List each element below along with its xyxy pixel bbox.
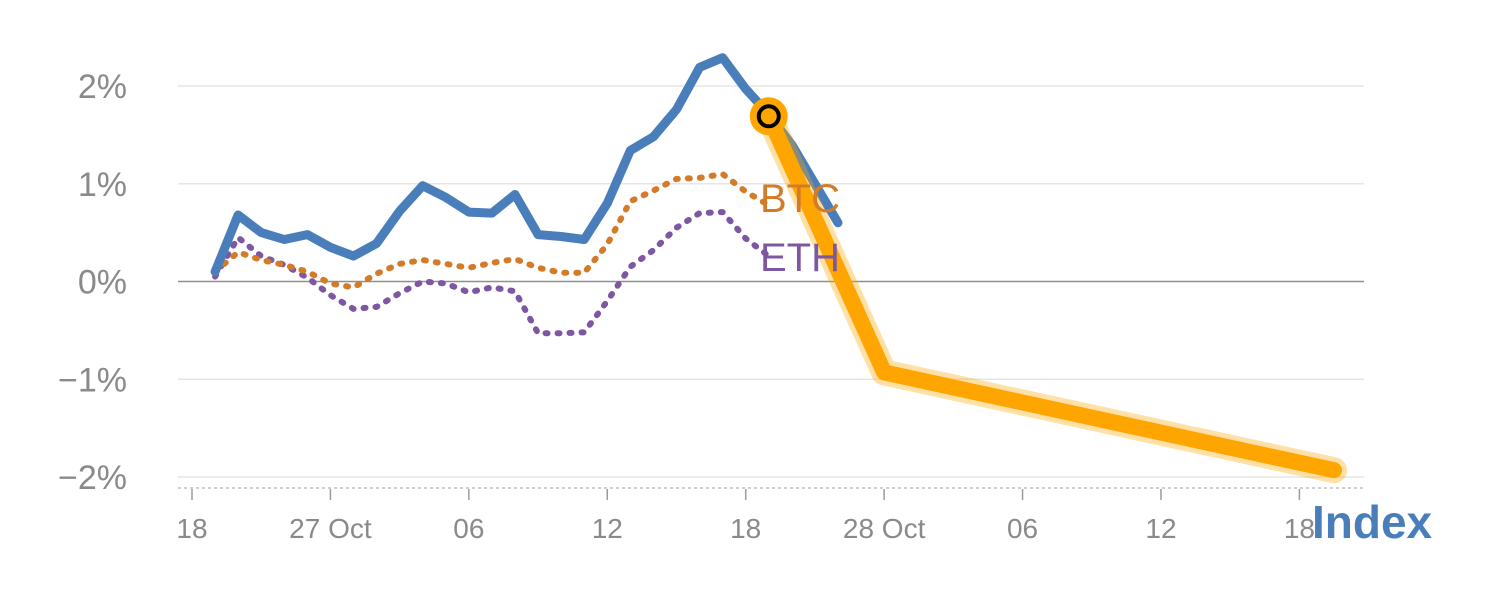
x-tick-label: 18: [730, 513, 761, 544]
x-tick-label: 18: [1284, 513, 1315, 544]
marker-point: [756, 104, 781, 129]
x-tick-label: 12: [1145, 513, 1176, 544]
y-tick-label: 1%: [78, 166, 127, 204]
y-tick-label: −2%: [58, 459, 127, 497]
x-tick-label: 06: [1007, 513, 1038, 544]
grid-layer: 2% 1% 0% −1% −2% 18 27 Oct 06 12 18 28 Oct 06 12 18: [58, 68, 1364, 544]
eth-series-line: [212, 209, 772, 337]
btc-series-line: [212, 171, 772, 291]
label-layer: BTC ETH Index: [760, 177, 1433, 548]
x-tick-label: 12: [592, 513, 623, 544]
y-tick-label: 2%: [78, 68, 127, 106]
btc-series-label: BTC: [760, 177, 840, 221]
x-tick-label: 06: [453, 513, 484, 544]
index-series-line: [210, 53, 843, 277]
x-tick-label: 18: [176, 513, 207, 544]
y-tick-label: −1%: [58, 361, 127, 399]
eth-series-label: ETH: [760, 236, 840, 280]
index-axis-label: Index: [1312, 496, 1433, 548]
series-layer: [210, 53, 1347, 484]
y-tick-label: 0%: [78, 264, 127, 302]
x-tick-label: 28 Oct: [843, 513, 926, 544]
x-tick-label: 27 Oct: [289, 513, 372, 544]
index-highlight-line: [760, 108, 1342, 479]
